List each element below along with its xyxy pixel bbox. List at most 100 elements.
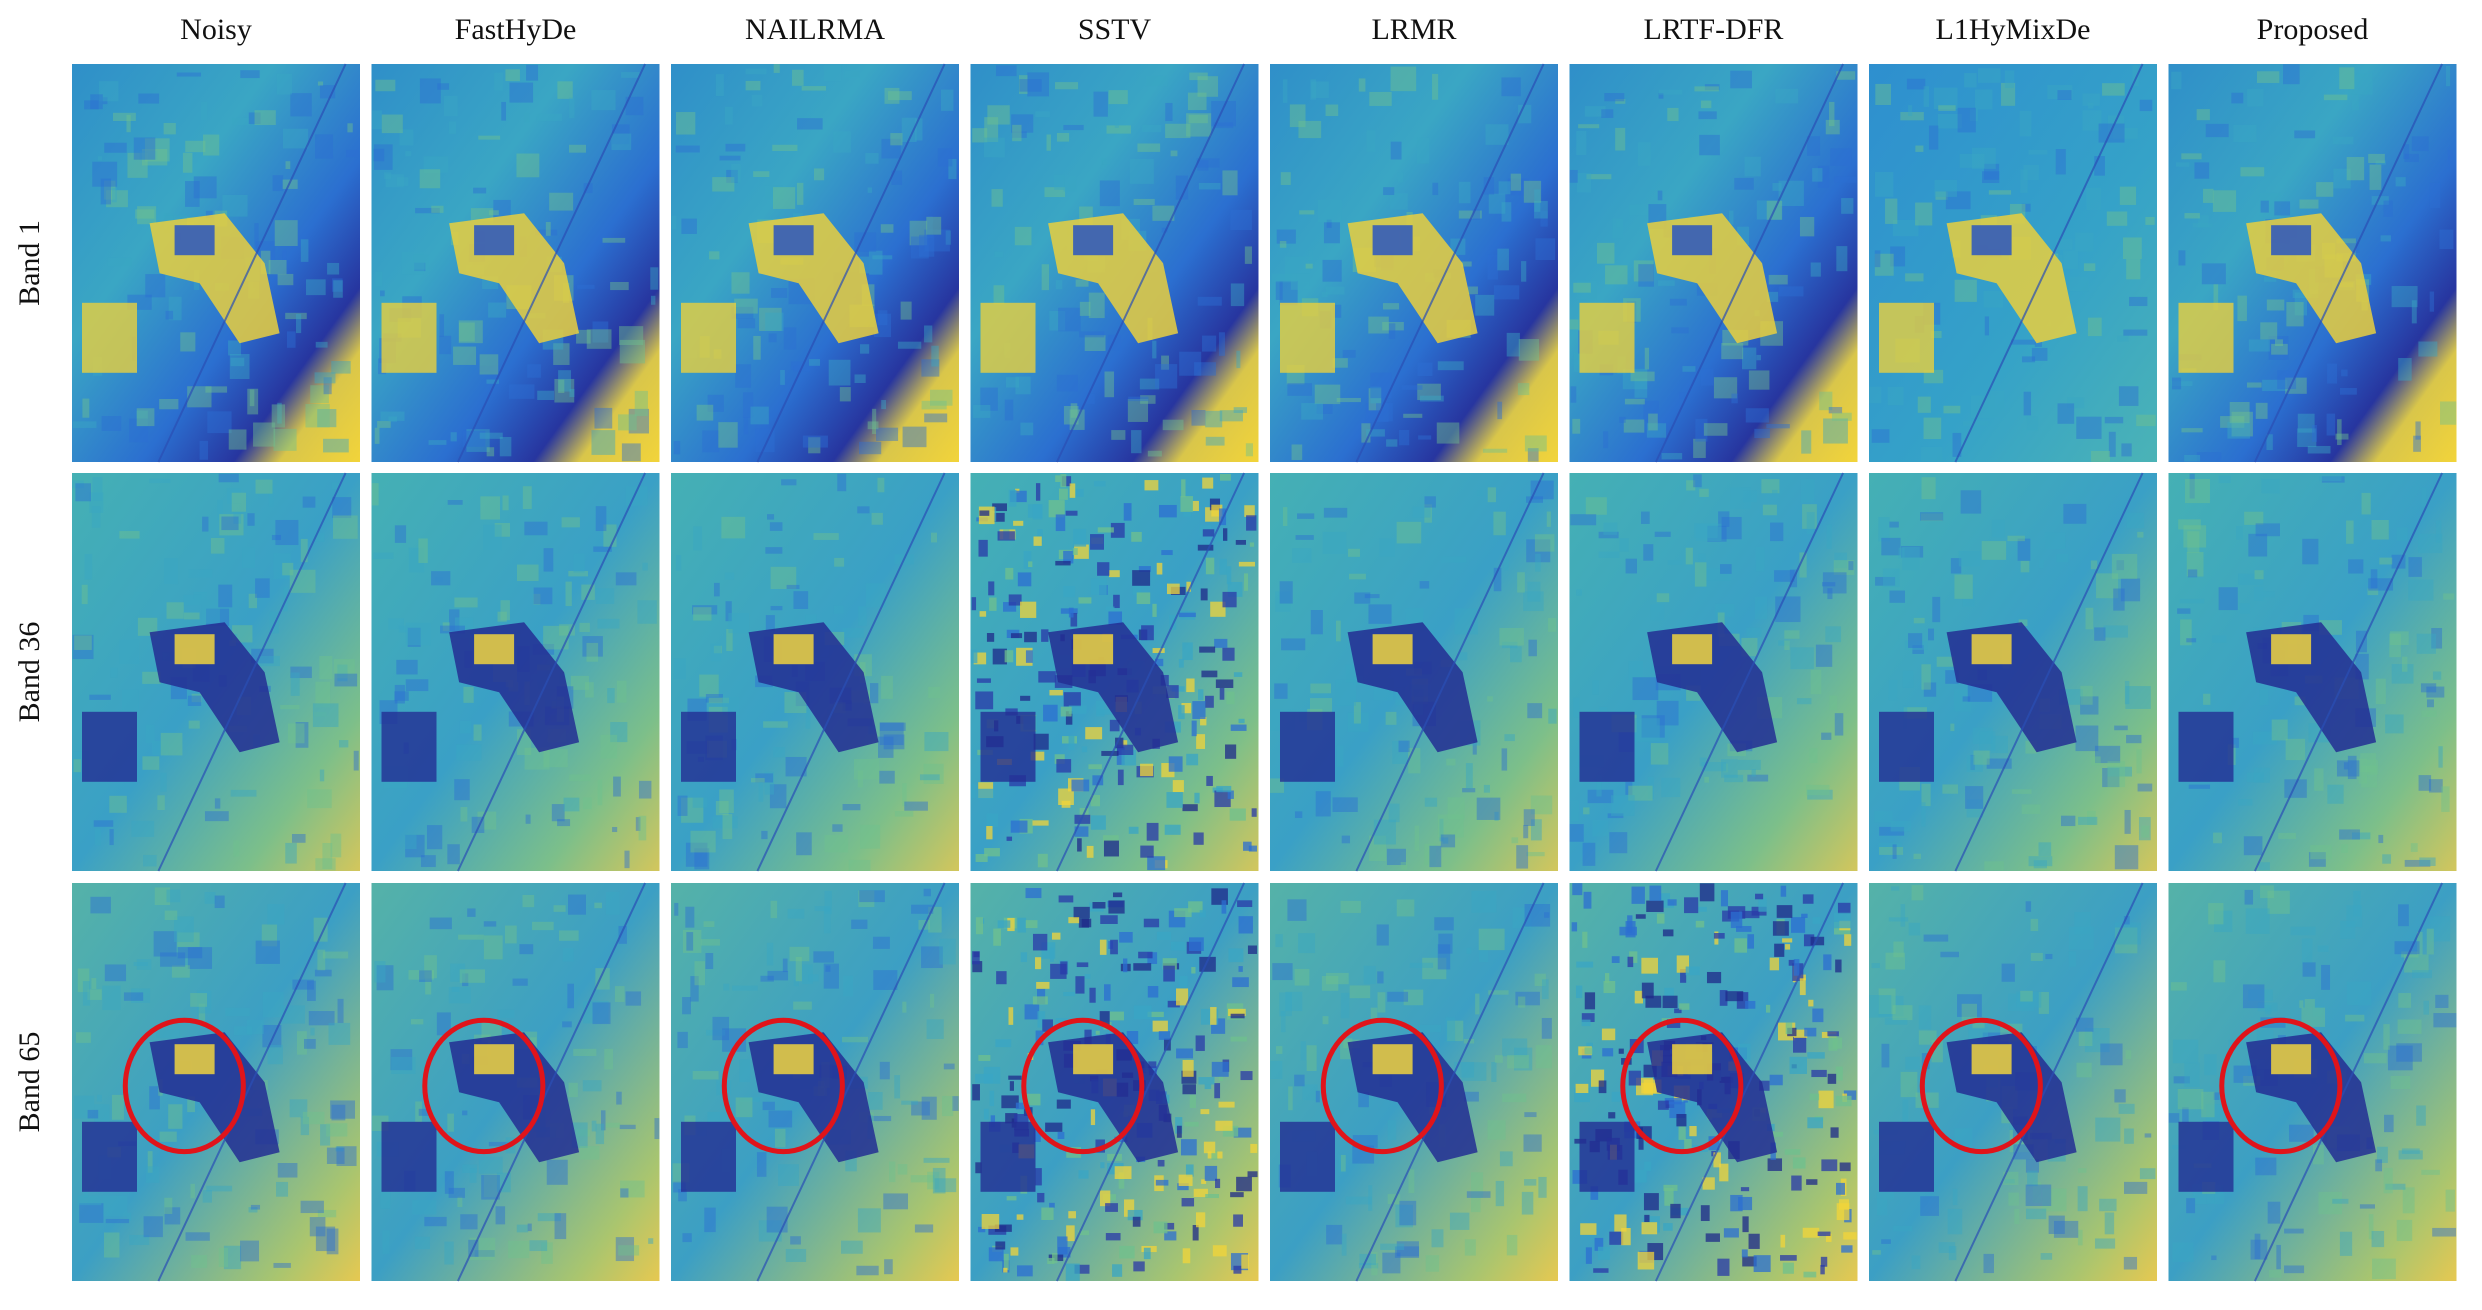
texture-patch	[923, 763, 944, 784]
texture-patch	[1584, 106, 1606, 117]
texture-patch	[1605, 265, 1628, 285]
texture-patch	[1471, 890, 1497, 913]
texture-patch	[1654, 531, 1671, 537]
texture-patch	[995, 1039, 1012, 1048]
texture-patch	[1572, 418, 1581, 434]
texture-patch	[858, 441, 882, 455]
texture-patch	[2100, 1043, 2123, 1066]
texture-patch	[1178, 1174, 1193, 1186]
texture-patch	[1010, 1247, 1019, 1256]
texture-patch	[1380, 1243, 1405, 1250]
texture-patch	[90, 94, 103, 110]
texture-patch	[104, 180, 116, 200]
texture-patch	[1068, 705, 1087, 714]
texture-patch	[1395, 687, 1405, 706]
texture-patch	[296, 1031, 307, 1055]
texture-patch	[277, 273, 294, 286]
texture-patch	[2351, 832, 2371, 840]
texture-patch	[2439, 229, 2454, 250]
texture-patch	[1510, 646, 1522, 663]
texture-patch	[1619, 416, 1626, 423]
texture-patch	[502, 495, 509, 511]
site-block	[1971, 225, 2012, 256]
texture-patch	[1294, 811, 1303, 819]
texture-patch	[1055, 82, 1079, 90]
texture-patch	[1454, 608, 1478, 635]
texture-patch	[1093, 481, 1106, 487]
texture-patch	[2057, 403, 2075, 424]
texture-patch	[2025, 1208, 2047, 1220]
texture-patch	[888, 91, 912, 101]
texture-patch	[331, 482, 339, 490]
texture-patch	[910, 1175, 935, 1183]
texture-patch	[2196, 109, 2210, 121]
texture-patch	[488, 302, 507, 318]
texture-patch	[308, 1011, 335, 1026]
texture-patch	[1694, 523, 1718, 538]
texture-patch	[569, 774, 591, 782]
texture-patch	[1155, 1179, 1169, 1186]
texture-patch	[479, 354, 499, 375]
highlight-circle	[422, 1017, 546, 1155]
texture-patch	[2317, 945, 2329, 952]
texture-patch	[2075, 1017, 2094, 1032]
texture-patch	[204, 892, 216, 904]
texture-patch	[1535, 1045, 1552, 1069]
texture-patch	[1535, 238, 1556, 261]
texture-patch	[2307, 445, 2331, 454]
texture-patch	[2108, 431, 2116, 457]
texture-patch	[1523, 180, 1542, 203]
texture-patch	[1035, 483, 1041, 501]
texture-patch	[1627, 915, 1633, 933]
texture-patch	[914, 1224, 934, 1233]
texture-patch	[1803, 1271, 1817, 1278]
texture-patch	[940, 89, 954, 111]
texture-patch	[1979, 731, 1996, 751]
texture-patch	[1625, 781, 1633, 795]
texture-patch	[282, 179, 298, 189]
texture-patch	[2078, 1168, 2087, 1173]
texture-patch	[2423, 1000, 2429, 1015]
texture-patch	[2337, 419, 2342, 446]
texture-patch	[805, 614, 817, 623]
texture-patch	[1198, 1077, 1215, 1085]
texture-patch	[1900, 112, 1924, 121]
texture-patch	[975, 917, 984, 935]
texture-patch	[477, 811, 497, 830]
texture-patch	[1643, 544, 1654, 561]
texture-patch	[2023, 164, 2039, 181]
texture-patch	[1129, 159, 1154, 184]
texture-patch	[1774, 943, 1785, 957]
texture-patch	[1666, 1019, 1681, 1028]
texture-patch	[2258, 862, 2270, 871]
texture-patch	[1358, 1263, 1379, 1269]
texture-patch	[1611, 956, 1620, 963]
texture-patch	[1825, 119, 1840, 135]
texture-patch	[1063, 585, 1076, 598]
texture-patch	[1990, 391, 2005, 417]
texture-patch	[1182, 804, 1198, 812]
texture-patch	[1541, 1017, 1552, 1039]
texture-patch	[1122, 740, 1128, 747]
texture-patch	[1057, 1236, 1068, 1255]
texture-patch	[1641, 1222, 1658, 1235]
texture-patch	[2312, 1005, 2324, 1017]
texture-patch	[2435, 994, 2449, 1008]
texture-patch	[89, 694, 111, 700]
texture-patch	[1487, 1120, 1506, 1140]
texture-patch	[1001, 1095, 1019, 1109]
texture-patch	[923, 888, 931, 897]
texture-patch	[1238, 916, 1253, 934]
texture-patch	[332, 278, 343, 292]
texture-patch	[191, 693, 202, 703]
texture-patch	[2418, 533, 2443, 554]
texture-patch	[1972, 1019, 1985, 1029]
texture-patch	[1499, 628, 1524, 646]
texture-patch	[582, 1080, 602, 1092]
texture-patch	[1646, 423, 1667, 438]
texture-patch	[1091, 1098, 1097, 1108]
texture-patch	[931, 345, 939, 367]
texture-patch	[1662, 995, 1678, 1009]
texture-patch	[2121, 443, 2132, 457]
image-tile	[371, 472, 660, 872]
